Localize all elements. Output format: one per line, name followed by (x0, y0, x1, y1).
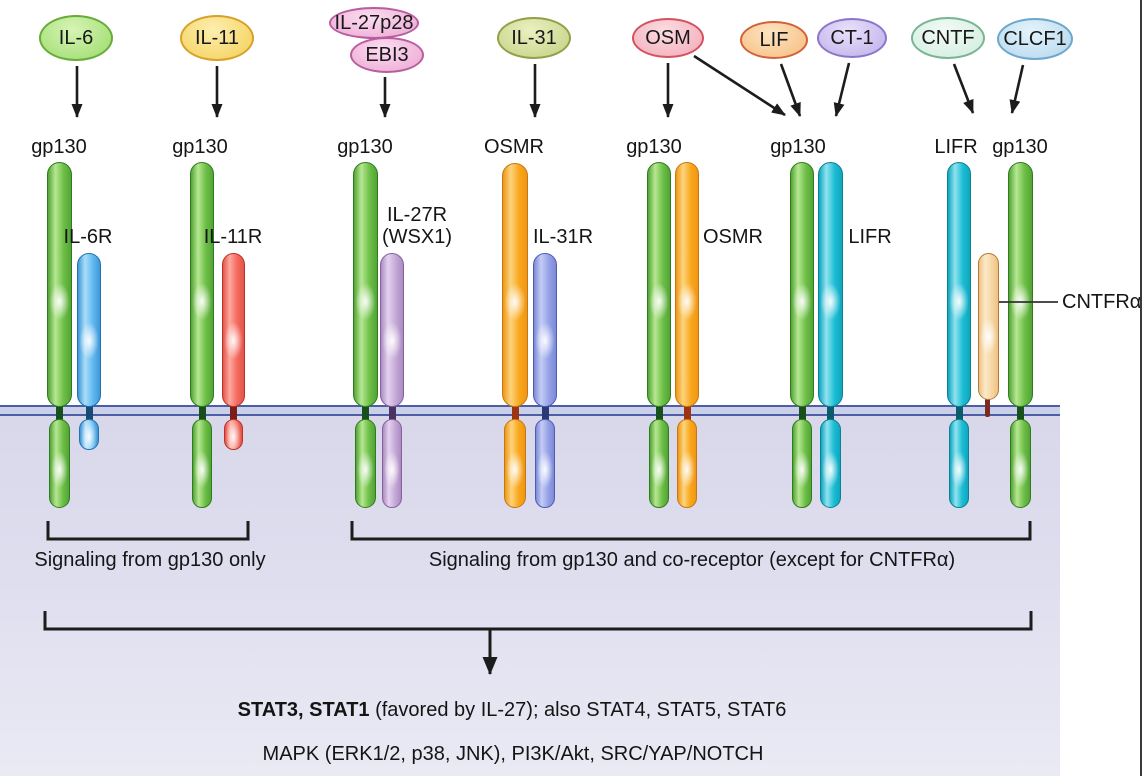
cytokine-oval-il27p28: IL-27p28 (329, 7, 419, 39)
right-border-line (1140, 0, 1142, 776)
pill-gp130-2-intracellular (192, 419, 212, 508)
coreceptor-label-il27r-2: IL-27R (WSX1) (382, 204, 452, 248)
pill-gp130-4-extracellular (647, 162, 671, 407)
arrow-lif (779, 63, 802, 117)
receptor-label-gp130-1: gp130 (172, 136, 228, 158)
pill-cntfra-extracellular (978, 253, 999, 400)
cytokine-oval-il11: IL-11 (180, 15, 254, 61)
pill-il27r-extracellular (380, 253, 404, 407)
coreceptor-label-il6r-0: IL-6R (63, 226, 113, 248)
cytokine-oval-lif: LIF (740, 21, 808, 59)
pill-gp130-5-intracellular (792, 419, 812, 508)
pill-gp130-1-extracellular (47, 162, 72, 407)
signaling-outputs-line1: STAT3, STAT1 (favored by IL-27); also ST… (238, 699, 787, 722)
pill-gp130-3-intracellular (355, 419, 376, 508)
cytoplasm-region (0, 416, 1060, 776)
pill-lifr-2-intracellular (949, 419, 969, 508)
receptor-label-gp130-7: gp130 (992, 136, 1048, 158)
membrane-neck-il27r (388, 399, 396, 421)
coreceptor-label-il11r-1: IL-11R (203, 226, 263, 248)
stat-outputs-bold: STAT3, STAT1 (237, 699, 370, 721)
receptor-label-gp130-0: gp130 (31, 136, 87, 158)
cntfra-label: CNTFRα (1062, 291, 1142, 313)
cytokine-oval-il31: IL-31 (497, 17, 571, 59)
arrow-ct1 (833, 62, 851, 117)
pill-lifr-1-extracellular (818, 162, 843, 407)
coreceptor-label-lifr-5: LIFR (848, 226, 892, 248)
bracket-all-receptors (43, 611, 1033, 631)
cytokine-oval-il6: IL-6 (39, 15, 113, 61)
pill-il11r-intracellular (224, 419, 243, 450)
pill-lifr-1-intracellular (820, 419, 841, 508)
caption-gp130-coreceptor: Signaling from gp130 and co-receptor (ex… (428, 549, 956, 571)
bracket-gp130-only (46, 521, 250, 541)
cytokine-oval-osm: OSM (632, 18, 704, 58)
pill-gp130-6-intracellular (1010, 419, 1031, 508)
pill-il27r-intracellular (382, 419, 402, 508)
membrane-neck-gp130-5 (798, 399, 806, 421)
arrow-osm-lifr-pair (693, 54, 786, 117)
pill-gp130-5-extracellular (790, 162, 814, 407)
pill-osmr-1-extracellular (502, 163, 528, 407)
membrane-neck-lifr-2 (955, 399, 963, 421)
pill-gp130-2-extracellular (190, 162, 214, 407)
receptor-label-gp130-5: gp130 (770, 136, 826, 158)
cytokine-oval-ct1: CT-1 (817, 18, 887, 58)
pill-osmr-2-extracellular (675, 162, 699, 407)
receptor-label-gp130-4: gp130 (626, 136, 682, 158)
cytokine-oval-ebi3: EBI3 (350, 37, 424, 73)
membrane-neck-gp130-4 (655, 399, 663, 421)
membrane-neck-gp130-1 (56, 399, 63, 421)
pill-il31r-extracellular (533, 253, 557, 407)
pill-gp130-3-extracellular (353, 162, 378, 407)
membrane-neck-gp130-3 (362, 399, 369, 421)
arrow-clcf1 (1009, 64, 1025, 114)
signaling-outputs-line2: MAPK (ERK1/2, p38, JNK), PI3K/Akt, SRC/Y… (262, 743, 764, 765)
pill-gp130-1-intracellular (49, 419, 70, 508)
arrow-cntf (952, 63, 975, 114)
membrane-neck-gp130-2 (198, 399, 206, 421)
membrane-neck-il11r (230, 399, 237, 421)
cell-membrane (0, 405, 1060, 416)
membrane-neck-il6r (85, 399, 93, 421)
pill-osmr-2-intracellular (677, 419, 697, 508)
membrane-neck-osmr-1 (511, 399, 519, 421)
receptor-label-gp130-2: gp130 (337, 136, 393, 158)
cntfra-membrane-stalk (985, 398, 990, 417)
bracket-gp130-coreceptor (350, 521, 1032, 541)
pill-il6r-intracellular (79, 419, 99, 450)
membrane-neck-lifr-1 (827, 399, 834, 421)
cytokine-oval-clcf1: CLCF1 (997, 18, 1073, 60)
pill-il11r-extracellular (222, 253, 245, 407)
membrane-neck-il31r (541, 399, 549, 421)
pill-osmr-1-intracellular (504, 419, 526, 508)
cytokine-oval-cntf: CNTF (911, 17, 985, 59)
coreceptor-label-il31r-3: IL-31R (532, 226, 594, 248)
pill-il31r-intracellular (535, 419, 555, 508)
membrane-neck-osmr-2 (683, 399, 691, 421)
receptor-label-osmr-3: OSMR (484, 136, 544, 158)
receptor-label-lifr-6: LIFR (934, 136, 978, 158)
pill-lifr-2-extracellular (947, 162, 971, 407)
pill-il6r-extracellular (77, 253, 101, 407)
coreceptor-label-osmr-4: OSMR (703, 226, 763, 248)
membrane-neck-gp130-6 (1017, 399, 1024, 421)
pill-gp130-4-intracellular (649, 419, 669, 508)
stat-outputs-rest: (favored by IL-27); also STAT4, STAT5, S… (369, 699, 787, 721)
caption-gp130-only: Signaling from gp130 only (34, 549, 266, 571)
pill-gp130-6-extracellular (1008, 162, 1033, 407)
